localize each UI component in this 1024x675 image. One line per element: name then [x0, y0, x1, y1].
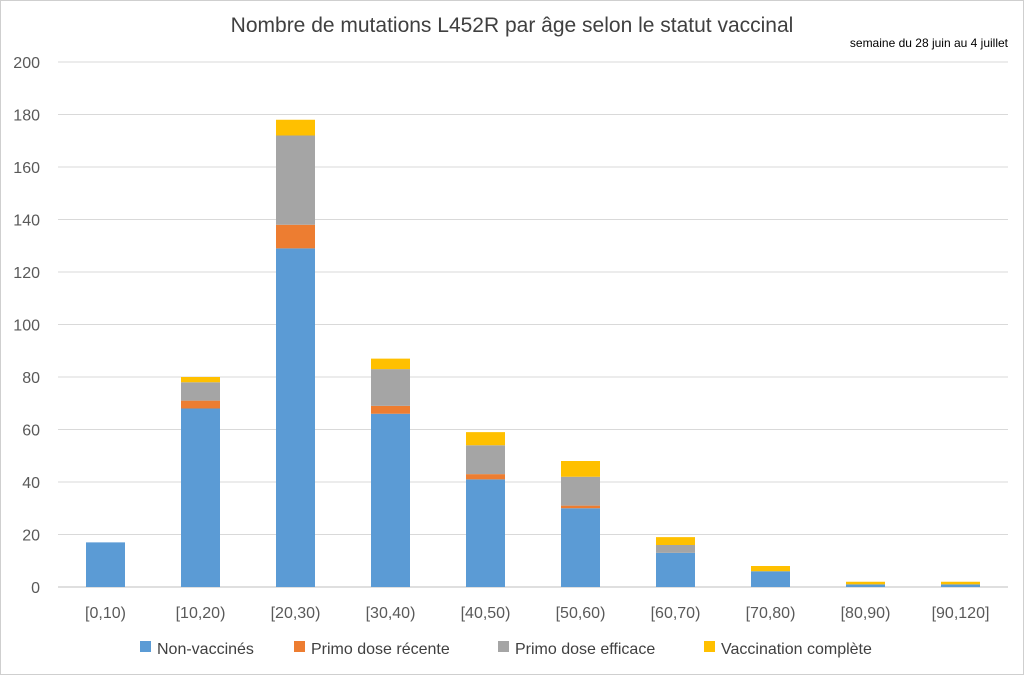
bar-segment: [466, 479, 505, 587]
y-tick-label: 180: [13, 108, 40, 125]
bar-segment: [941, 584, 980, 587]
bar-segment: [181, 377, 220, 383]
legend-swatch: [498, 641, 509, 652]
y-tick-label: 120: [13, 265, 40, 282]
bar-segment: [371, 405, 410, 414]
x-axis-ticks: [0,10) [10,20) [20,30) [30,40) [40,50) [50,60…: [85, 605, 989, 622]
bar-segment: [276, 224, 315, 249]
x-tick-label: [70,80): [746, 605, 796, 622]
legend-swatch: [294, 641, 305, 652]
bar-segment: [846, 584, 885, 587]
x-tick-label: [80,90): [841, 605, 891, 622]
x-tick-label: [10,20): [176, 605, 226, 622]
bar-segment: [86, 542, 125, 587]
x-tick-label: [0,10): [85, 605, 126, 622]
y-tick-label: 100: [13, 318, 40, 335]
bar-segment: [181, 408, 220, 587]
bar-segment: [751, 566, 790, 572]
x-tick-label: [30,40): [366, 605, 416, 622]
bar-segment: [371, 369, 410, 406]
bar-segment: [371, 413, 410, 587]
bar-segment: [561, 476, 600, 506]
gridlines: [58, 61, 1008, 588]
bar-segment: [561, 505, 600, 509]
bar-segment: [561, 508, 600, 587]
bar-segment: [656, 545, 695, 553]
y-tick-label: 140: [13, 213, 40, 230]
legend: Non-vaccinés Primo dose récente Primo dose…: [140, 641, 872, 658]
bar-segment: [276, 119, 315, 136]
y-tick-label: 60: [22, 423, 40, 440]
bars: [86, 119, 980, 587]
legend-label: Vaccination complète: [721, 641, 872, 658]
legend-label: Non-vaccinés: [157, 641, 254, 658]
y-tick-label: 160: [13, 160, 40, 177]
bar-segment: [751, 571, 790, 587]
bar-segment: [656, 537, 695, 545]
bar-segment: [181, 400, 220, 409]
bar-segment: [846, 581, 885, 585]
y-tick-label: 200: [13, 55, 40, 72]
bar-segment: [371, 358, 410, 370]
x-tick-label: [20,30): [271, 605, 321, 622]
x-tick-label: [40,50): [461, 605, 511, 622]
bar-segment: [466, 445, 505, 475]
y-axis-ticks: 0 20 40 60 80 100 120 140 160 180 200: [13, 55, 40, 597]
bar-segment: [656, 552, 695, 587]
x-tick-label: [50,60): [556, 605, 606, 622]
chart-title: Nombre de mutations L452R par âge selon …: [230, 14, 794, 37]
bar-segment: [181, 382, 220, 401]
legend-label: Primo dose récente: [311, 641, 450, 658]
bar-segment: [276, 248, 315, 587]
x-tick-label: [90,120]: [932, 605, 990, 622]
bar-segment: [941, 581, 980, 585]
bar-segment: [561, 461, 600, 477]
y-tick-label: 20: [22, 528, 40, 545]
legend-swatch: [704, 641, 715, 652]
bar-segment: [466, 474, 505, 480]
legend-swatch: [140, 641, 151, 652]
y-tick-label: 40: [22, 475, 40, 492]
chart-subtitle: semaine du 28 juin au 4 juillet: [849, 36, 1008, 50]
legend-label: Primo dose efficace: [515, 641, 655, 658]
y-tick-label: 80: [22, 370, 40, 387]
y-tick-label: 0: [31, 580, 40, 597]
x-tick-label: [60,70): [651, 605, 701, 622]
bar-segment: [466, 432, 505, 446]
bar-segment: [276, 135, 315, 225]
